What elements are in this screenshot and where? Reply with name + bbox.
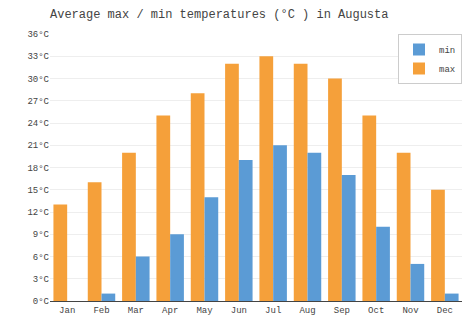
- svg-text:15°C: 15°C: [27, 186, 49, 196]
- svg-text:Jan: Jan: [59, 306, 75, 316]
- svg-text:Jun: Jun: [231, 306, 247, 316]
- svg-text:max: max: [439, 65, 455, 75]
- svg-text:3°C: 3°C: [33, 275, 50, 285]
- svg-text:May: May: [196, 306, 213, 316]
- svg-text:9°C: 9°C: [33, 230, 50, 240]
- svg-text:30°C: 30°C: [27, 75, 49, 85]
- svg-text:24°C: 24°C: [27, 119, 49, 129]
- svg-text:Feb: Feb: [93, 306, 109, 316]
- svg-text:21°C: 21°C: [27, 141, 49, 151]
- svg-text:6°C: 6°C: [33, 253, 50, 263]
- svg-text:18°C: 18°C: [27, 164, 49, 174]
- svg-text:0°C: 0°C: [33, 297, 50, 307]
- svg-text:33°C: 33°C: [27, 52, 49, 62]
- svg-text:Oct: Oct: [368, 306, 384, 316]
- svg-text:12°C: 12°C: [27, 208, 49, 218]
- svg-text:min: min: [439, 46, 455, 56]
- svg-text:Nov: Nov: [402, 306, 419, 316]
- svg-text:Apr: Apr: [162, 306, 178, 316]
- svg-text:Mar: Mar: [128, 306, 144, 316]
- svg-text:Average max / min temperatures: Average max / min temperatures (°C ) in …: [50, 8, 388, 22]
- svg-text:Dec: Dec: [437, 306, 453, 316]
- svg-text:Sep: Sep: [334, 306, 350, 316]
- svg-text:Aug: Aug: [299, 306, 315, 316]
- svg-text:27°C: 27°C: [27, 97, 49, 107]
- svg-text:36°C: 36°C: [27, 30, 49, 40]
- svg-text:Jul: Jul: [265, 306, 281, 316]
